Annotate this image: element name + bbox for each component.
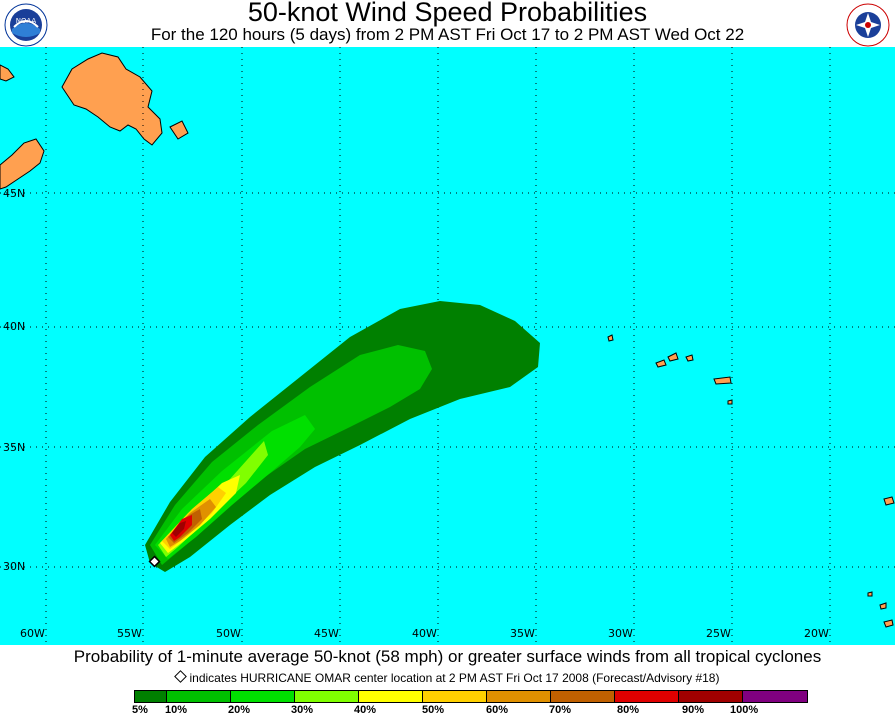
color-scale-tick: 70% [549,704,572,716]
diamond-icon [148,555,161,568]
page-subtitle: For the 120 hours (5 days) from 2 PM AST… [150,25,745,44]
color-scale-swatch [615,691,679,702]
nova-scotia-land-small [0,64,15,82]
madeira-islands [867,496,895,628]
color-scale-tick: 80% [617,704,640,716]
prob-5-band [145,301,540,572]
color-scale-tick: 10% [165,704,188,716]
color-scale-swatch [359,691,423,702]
color-scale-swatch [551,691,615,702]
svg-text:NOAA: NOAA [16,17,37,25]
color-scale-swatch [679,691,743,702]
noaa-logo-icon: NOAA [4,3,48,47]
color-scale-tick: 90% [682,704,705,716]
lon-label-25w: 25W [706,627,731,640]
color-scale-tick: 40% [354,704,377,716]
lon-label-55w: 55W [117,627,142,640]
color-scale-swatch [167,691,231,702]
color-scale-swatch [295,691,359,702]
color-scale-tick: 30% [291,704,314,716]
lat-label-40n: 40N [3,320,26,333]
color-scale-swatch [487,691,551,702]
color-scale-tick: 50% [422,704,445,716]
nws-logo-icon [846,3,890,47]
color-scale-tick: 60% [486,704,509,716]
azores-islands [607,334,733,405]
diamond-icon [173,670,187,683]
color-scale-tick: 5% [132,704,148,716]
color-scale-swatch [135,691,167,702]
storm-legend: indicates HURRICANE OMAR center location… [0,670,895,686]
color-scale-swatch [743,691,807,702]
color-scale-swatch [231,691,295,702]
color-scale-tick: 20% [228,704,251,716]
lon-label-60w: 60W [20,627,45,640]
lon-label-30w: 30W [608,627,633,640]
storm-legend-text: indicates HURRICANE OMAR center location… [189,671,720,685]
probability-map: 45N 40N 35N 30N 60W 55W 50W 45W 40W 35W … [0,47,895,645]
color-scale [134,690,808,703]
prob-90-band [172,521,186,537]
lon-label-40w: 40W [412,627,437,640]
lat-label-30n: 30N [3,560,26,573]
page-title: 50-knot Wind Speed Probabilities [247,0,648,27]
nova-scotia-land [0,138,45,190]
lon-label-35w: 35W [510,627,535,640]
graticule [0,47,895,645]
newfoundland-land [61,52,163,146]
coast-fragment [169,120,189,140]
lon-label-50w: 50W [216,627,241,640]
lat-label-35n: 35N [3,441,26,454]
lon-label-20w: 20W [804,627,829,640]
color-scale-swatch [423,691,487,702]
lon-label-45w: 45W [314,627,339,640]
color-scale-tick: 100% [730,704,759,716]
map-caption: Probability of 1-minute average 50-knot … [73,647,822,666]
lat-label-45n: 45N [3,187,26,200]
